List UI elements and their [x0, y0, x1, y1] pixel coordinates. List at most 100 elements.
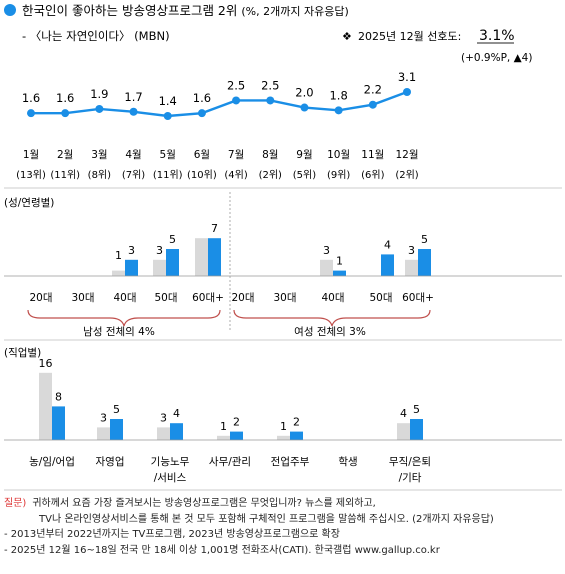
- rank-label: (8위): [88, 168, 111, 181]
- bar-series-2: [381, 254, 394, 276]
- preference-change: (+0.9%P, ▲4): [461, 52, 532, 64]
- group-label: 남성 전체의 4%: [83, 326, 155, 338]
- rank-label: (7위): [122, 168, 145, 181]
- x-tick-label: 3월: [91, 149, 107, 161]
- x-tick-label: 사무/관리: [209, 456, 251, 468]
- data-label: 1.4: [159, 94, 177, 108]
- data-label: 3: [408, 244, 415, 257]
- data-label: 1.6: [22, 91, 40, 105]
- data-point: [300, 103, 309, 112]
- rank-label: (10위): [187, 168, 217, 181]
- bar-series-1: [153, 259, 166, 276]
- data-point: [163, 112, 172, 120]
- title-unit: (%, 2개까지 자유응답): [241, 5, 348, 18]
- data-label: 16: [39, 357, 53, 370]
- series-line: [31, 90, 408, 118]
- bar-series-2: [110, 419, 123, 440]
- rank-label: (11위): [50, 168, 80, 181]
- note-scope: - 2013년부터 2022년까지는 TV프로그램, 2023년 방송영상프로그…: [4, 529, 340, 540]
- data-label: 1.7: [124, 90, 142, 104]
- data-label: 7: [211, 222, 218, 235]
- header-bullet-icon: [4, 4, 16, 16]
- bar-series-1: [39, 372, 52, 440]
- data-label: 2: [233, 416, 240, 429]
- title-main: 한국인이 좋아하는 방송영상프로그램 2위: [22, 3, 237, 18]
- x-tick-label: 9월: [296, 149, 312, 161]
- footnotes: 질문) 귀하께서 요즘 가장 즐겨보시는 방송영상프로그램은 무엇입니까? 뉴스를…: [4, 496, 564, 558]
- data-label: 2.0: [295, 86, 313, 100]
- data-label: 1: [115, 249, 122, 262]
- chart-subtitle: - 〈나는 자연인이다〉 (MBN): [22, 29, 170, 43]
- x-tick-label: 60대+: [192, 292, 224, 304]
- bar-series-2: [418, 249, 431, 276]
- data-point: [232, 96, 241, 105]
- data-point: [368, 100, 377, 109]
- bar-series-1: [277, 435, 290, 440]
- x-tick-label: /기타: [399, 472, 422, 484]
- x-tick-label: 2월: [57, 149, 73, 161]
- data-point: [197, 109, 206, 118]
- preference-value: 3.1%: [479, 28, 515, 44]
- x-tick-label: 30대: [273, 292, 296, 304]
- question-label: 질문): [4, 498, 27, 509]
- data-point: [27, 109, 35, 118]
- data-point: [95, 104, 104, 113]
- data-label: 4: [384, 238, 391, 251]
- x-tick-label: 11월: [361, 149, 384, 161]
- data-label: 5: [413, 403, 420, 416]
- x-tick-label: 40대: [321, 292, 344, 304]
- x-tick-label: 4월: [125, 149, 141, 161]
- data-label: 3: [323, 244, 330, 257]
- x-tick-label: 40대: [113, 292, 136, 304]
- rank-label: (4위): [224, 168, 247, 181]
- data-label: 1: [220, 420, 227, 433]
- chart-title: 한국인이 좋아하는 방송영상프로그램 2위 (%, 2개까지 자유응답): [22, 3, 349, 18]
- bar-series-2: [52, 406, 65, 440]
- rank-label: (9위): [327, 168, 350, 181]
- data-label: 1: [280, 420, 287, 433]
- rank-label: (6위): [361, 168, 384, 181]
- data-label: 1.9: [90, 87, 108, 101]
- diamond-icon: ❖: [342, 30, 352, 43]
- occupation-section-title: (직업별): [4, 346, 41, 359]
- x-tick-label: 무직/은퇴: [389, 456, 431, 468]
- x-tick-label: 학생: [338, 456, 357, 468]
- data-point: [129, 107, 138, 116]
- rank-label: (5위): [293, 168, 316, 181]
- bar-series-1: [97, 427, 110, 440]
- data-label: 3.1: [398, 70, 416, 84]
- data-label: 5: [113, 403, 120, 416]
- group-label: 여성 전체의 3%: [294, 326, 366, 338]
- preference-label: 2025년 12월 선호도:: [358, 30, 461, 43]
- x-tick-label: 7월: [228, 149, 244, 161]
- data-label: 3: [160, 411, 167, 424]
- rank-label: (2위): [395, 168, 418, 181]
- bar-series-1: [112, 270, 125, 276]
- bar-series-2: [166, 249, 179, 276]
- x-tick-label: 60대+: [402, 292, 434, 304]
- data-label: 2.2: [364, 83, 382, 97]
- bar-series-2: [208, 238, 221, 276]
- data-point: [61, 109, 70, 118]
- bar-series-2: [230, 431, 243, 440]
- bar-series-2: [333, 270, 346, 276]
- bar-series-2: [170, 423, 183, 440]
- bar-series-2: [410, 419, 423, 440]
- bar-series-1: [397, 423, 410, 440]
- x-tick-label: /서비스: [154, 472, 187, 484]
- group-bracket: [233, 309, 431, 327]
- gender-age-section-title: (성/연령별): [4, 197, 54, 209]
- x-tick-label: 전업주부: [271, 455, 310, 468]
- data-label: 3: [100, 411, 107, 424]
- data-label: 2: [293, 416, 300, 429]
- bar-series-1: [217, 435, 230, 440]
- bar-series-1: [157, 427, 170, 440]
- x-tick-label: 6월: [194, 149, 210, 161]
- bar-series-2: [290, 431, 303, 440]
- data-label: 4: [400, 407, 407, 420]
- chart-canvas: 한국인이 좋아하는 방송영상프로그램 2위 (%, 2개까지 자유응답) - 〈나…: [4, 3, 562, 491]
- data-label: 1.6: [193, 91, 211, 105]
- data-label: 1: [336, 255, 343, 268]
- data-point: [334, 106, 343, 115]
